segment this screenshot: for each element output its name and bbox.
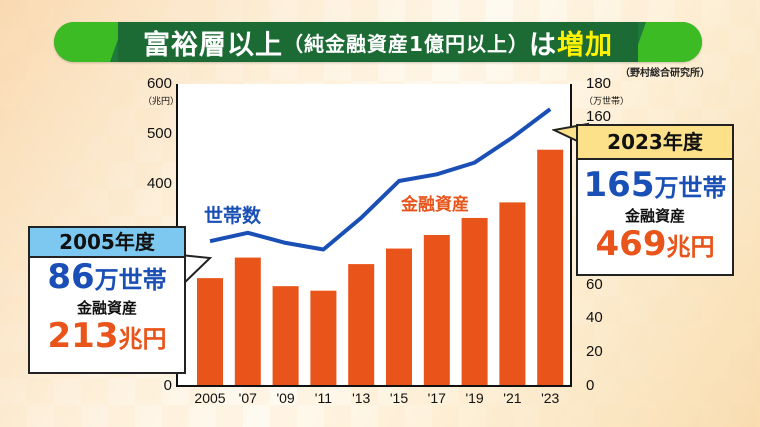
asset-number: 469 <box>595 224 667 264</box>
asset-unit: 兆円 <box>666 233 715 261</box>
households-line <box>209 107 552 252</box>
right-tick-40: 40 <box>586 309 603 326</box>
asset-bar <box>234 257 261 385</box>
callout-2023-asset-label: 金融資産 <box>624 207 685 225</box>
x-axis-label: '13 <box>352 390 371 406</box>
right-axis-unit: （万世帯） <box>584 97 630 107</box>
left-tick-500: 500 <box>146 125 172 142</box>
x-axis-label: '21 <box>503 390 522 406</box>
asset-bar <box>310 290 337 385</box>
right-tick-0: 0 <box>586 377 595 394</box>
title-main: 富裕層以上 <box>143 29 284 61</box>
x-axis-label: '11 <box>314 390 332 406</box>
title-sub: （純金融資産1億円以上） <box>283 31 529 56</box>
right-tick-60: 60 <box>586 276 603 293</box>
households-unit: 万世帯 <box>654 174 727 202</box>
households-unit: 万世帯 <box>94 266 167 294</box>
left-tick-0: 0 <box>163 377 172 394</box>
callout-2005-asset-label: 金融資産 <box>76 299 137 317</box>
asset-bar <box>272 286 299 385</box>
callout-2023-households: 165万世帯 <box>578 166 732 207</box>
asset-bars <box>197 149 564 385</box>
x-axis-label: '15 <box>389 390 409 406</box>
x-axis-label: '07 <box>238 390 257 406</box>
page-title: 富裕層以上 （純金融資産1億円以上） は 増加 <box>118 22 638 62</box>
x-axis-label: '17 <box>427 390 446 406</box>
asset-number: 213 <box>47 316 119 356</box>
asset-bar <box>499 202 526 385</box>
left-axis-unit: （兆円） <box>143 97 180 107</box>
title-highlight: 増加 <box>556 29 613 61</box>
line-series-label: 世帯数 <box>204 205 262 227</box>
right-tick-20: 20 <box>586 343 603 360</box>
x-axis-label: '09 <box>276 390 295 406</box>
callout-2005-households: 86万世帯 <box>30 258 184 299</box>
callout-2005-asset: 213兆円 <box>30 317 184 358</box>
callout-2023-asset: 469兆円 <box>578 225 732 266</box>
title-right-accent <box>632 22 702 62</box>
callout-2023-year: 2023年度 <box>578 126 732 160</box>
asset-bar <box>197 278 223 385</box>
title-banner: 富裕層以上 （純金融資産1億円以上） は 増加 <box>54 22 702 62</box>
asset-bar <box>386 248 412 385</box>
callout-2005-year: 2005年度 <box>30 228 184 258</box>
households-number: 86 <box>47 257 95 297</box>
x-axis-label: '19 <box>465 390 484 406</box>
x-axis-label: '23 <box>541 390 560 406</box>
left-tick-600: 600 <box>146 75 172 92</box>
callout-2023: 2023年度 165万世帯 金融資産 469兆円 <box>576 124 734 276</box>
households-number: 165 <box>583 165 655 205</box>
asset-bar <box>348 264 375 385</box>
asset-bar <box>423 235 450 385</box>
left-tick-400: 400 <box>146 175 172 192</box>
asset-bar <box>537 149 564 385</box>
source-label: （野村総合研究所） <box>620 68 710 79</box>
title-particle: は <box>528 29 557 61</box>
asset-bar <box>461 217 488 385</box>
right-tick-160: 160 <box>586 108 612 125</box>
asset-unit: 兆円 <box>118 325 167 353</box>
bar-series-label: 金融資産 <box>401 195 469 215</box>
x-axis-label: 2005 <box>194 390 226 406</box>
right-tick-180: 180 <box>586 75 612 92</box>
callout-2005: 2005年度 86万世帯 金融資産 213兆円 <box>28 226 186 374</box>
